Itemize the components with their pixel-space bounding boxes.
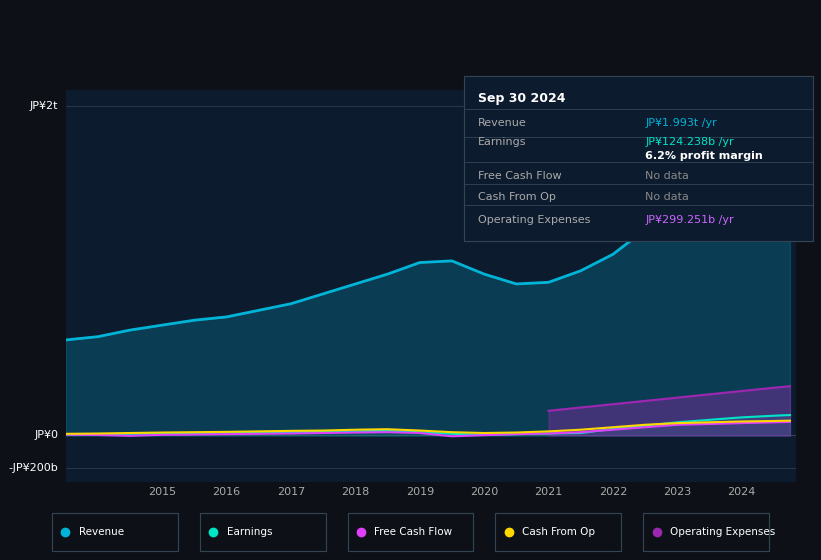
Text: 2015: 2015 (148, 487, 177, 497)
Text: Operating Expenses: Operating Expenses (670, 527, 775, 537)
Text: JP¥2t: JP¥2t (30, 101, 58, 111)
Text: 2024: 2024 (727, 487, 756, 497)
Text: -JP¥200b: -JP¥200b (9, 464, 58, 473)
Text: 2016: 2016 (213, 487, 241, 497)
Text: Cash From Op: Cash From Op (522, 527, 595, 537)
Text: Operating Expenses: Operating Expenses (478, 215, 590, 225)
Text: 2022: 2022 (599, 487, 627, 497)
Text: JP¥299.251b /yr: JP¥299.251b /yr (645, 215, 734, 225)
Text: 2017: 2017 (277, 487, 305, 497)
Text: 2021: 2021 (534, 487, 562, 497)
Text: 2023: 2023 (663, 487, 691, 497)
Text: Free Cash Flow: Free Cash Flow (478, 171, 562, 181)
Text: No data: No data (645, 171, 689, 181)
Text: JP¥1.993t /yr: JP¥1.993t /yr (645, 118, 717, 128)
Text: Free Cash Flow: Free Cash Flow (374, 527, 452, 537)
Text: 2019: 2019 (406, 487, 433, 497)
Text: Sep 30 2024: Sep 30 2024 (478, 92, 566, 105)
Text: 6.2% profit margin: 6.2% profit margin (645, 151, 763, 161)
Text: Revenue: Revenue (79, 527, 124, 537)
Text: Earnings: Earnings (227, 527, 272, 537)
Text: JP¥124.238b /yr: JP¥124.238b /yr (645, 137, 734, 147)
Text: JP¥0: JP¥0 (34, 431, 58, 441)
Text: Revenue: Revenue (478, 118, 526, 128)
Text: No data: No data (645, 192, 689, 202)
Text: Earnings: Earnings (478, 137, 526, 147)
Text: 2020: 2020 (470, 487, 498, 497)
Text: Cash From Op: Cash From Op (478, 192, 556, 202)
Text: 2018: 2018 (342, 487, 369, 497)
